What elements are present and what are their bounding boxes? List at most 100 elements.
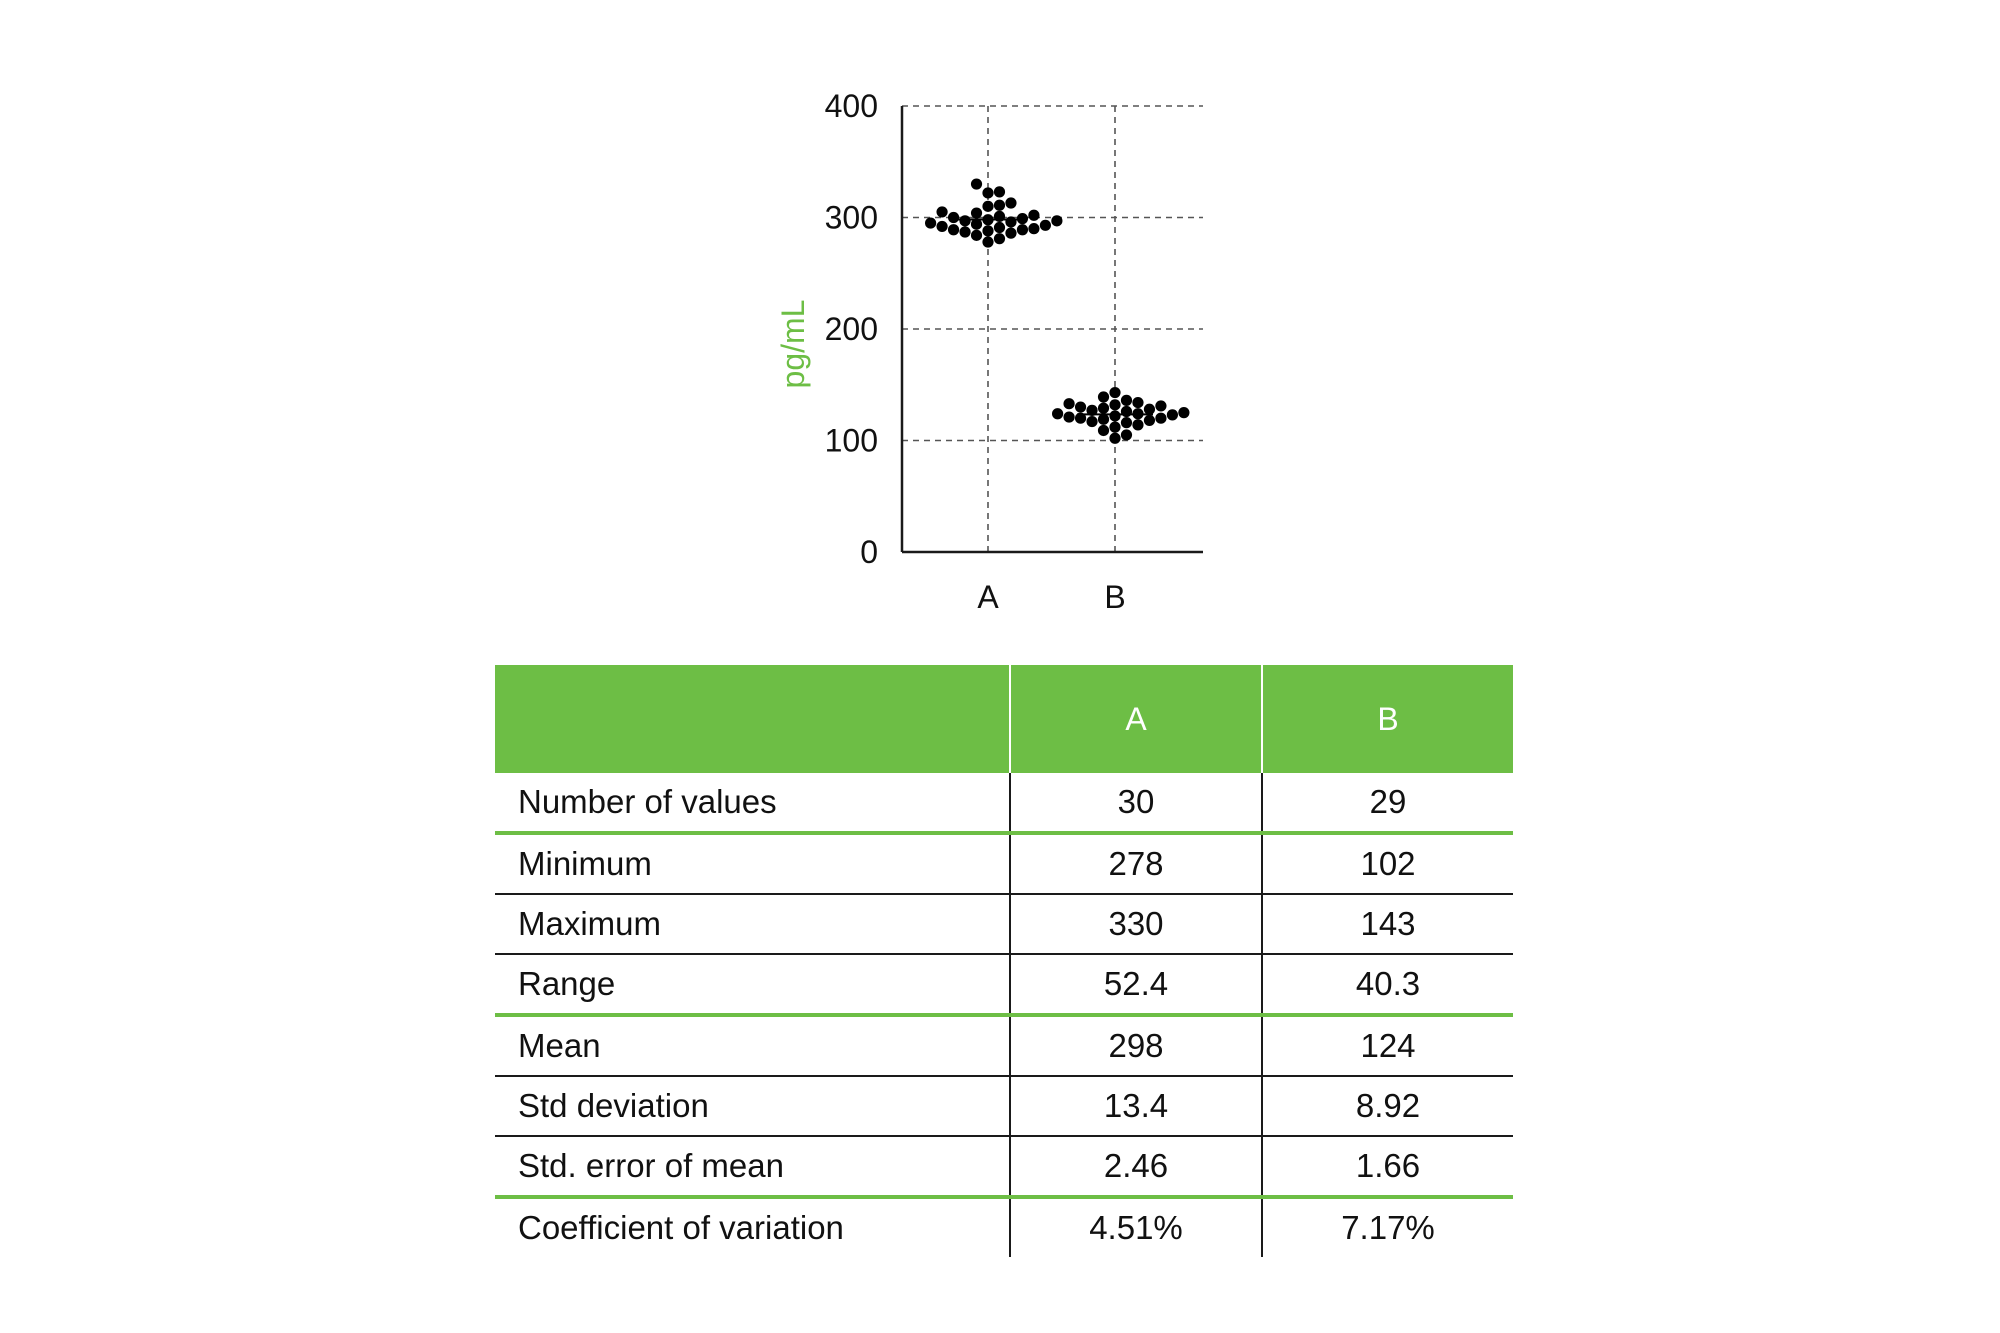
data-point-a	[1028, 209, 1040, 221]
header-cell-a: A	[1009, 665, 1262, 773]
value-a: 278	[1009, 833, 1262, 895]
data-point-a	[1016, 224, 1029, 236]
data-point-a	[1039, 219, 1051, 231]
y-tick-label: 200	[825, 311, 878, 347]
data-point-b	[1086, 404, 1098, 416]
data-point-b	[1109, 399, 1121, 411]
data-point-b	[1074, 412, 1087, 424]
y-tick-label: 300	[825, 200, 878, 236]
table-row: Std deviation 13.4 8.92	[495, 1076, 1513, 1137]
table-row: Coefficient of variation 4.51% 7.17%	[495, 1197, 1513, 1257]
header-cell-b: B	[1261, 665, 1513, 773]
table-header-row: A B	[495, 665, 1513, 773]
header-cell-blank	[495, 665, 1010, 773]
table-body: Number of values 30 29 Minimum 278 102 M…	[495, 773, 1513, 1257]
table-header: A B	[495, 665, 1513, 773]
data-points	[925, 178, 1190, 444]
data-point-b	[1120, 417, 1133, 429]
data-point-a	[1005, 227, 1017, 239]
row-label: Coefficient of variation	[518, 1209, 844, 1246]
table-row: Number of values 30 29	[495, 773, 1513, 835]
data-point-b	[1166, 409, 1178, 421]
data-point-b	[1155, 412, 1167, 424]
data-point-a	[1005, 197, 1017, 209]
table-row: Minimum 278 102	[495, 833, 1513, 895]
value-b: 124	[1261, 1015, 1513, 1077]
data-point-a	[993, 221, 1006, 234]
row-label: Minimum	[495, 833, 1010, 895]
data-point-b	[1132, 396, 1144, 409]
y-tick-label: 100	[825, 423, 878, 459]
value-a: 30	[1009, 773, 1262, 835]
data-point-a	[1028, 223, 1040, 235]
data-point-b	[1097, 424, 1110, 437]
data-point-b	[1086, 415, 1098, 428]
row-label: Std. error of mean	[495, 1136, 1010, 1199]
table-row: Maximum 330 143	[495, 894, 1513, 955]
data-point-b	[1132, 419, 1144, 431]
row-label: Std deviation	[495, 1076, 1010, 1137]
value-a: 52.4	[1009, 954, 1262, 1017]
data-point-a	[970, 218, 983, 230]
data-point-a	[970, 178, 983, 190]
value-b: 7.17%	[1261, 1197, 1513, 1257]
x-tick-label: A	[977, 579, 999, 615]
data-point-b	[1097, 413, 1110, 425]
axes	[900, 106, 1203, 554]
data-point-b	[1109, 410, 1121, 422]
table-row: Mean 298 124	[495, 1015, 1513, 1077]
data-point-a	[970, 207, 983, 219]
row-label: Mean	[495, 1015, 1010, 1077]
data-point-a	[925, 217, 937, 229]
data-point-b	[1120, 429, 1133, 441]
table-row: Range 52.4 40.3	[495, 954, 1513, 1017]
value-b: 40.3	[1261, 954, 1513, 1017]
row-label: Maximum	[495, 894, 1010, 955]
data-point-a	[982, 200, 994, 212]
y-axis-label: pg/mL	[775, 300, 811, 389]
data-point-b	[1109, 386, 1121, 399]
data-point-a	[947, 224, 960, 236]
data-point-a	[947, 211, 960, 224]
x-tick-label: B	[1104, 579, 1125, 615]
statistics-table: A B Number of values 30 29 Minimum 278 1…	[495, 665, 1513, 1257]
value-a: 4.51%	[1009, 1197, 1262, 1257]
data-point-a	[970, 229, 983, 241]
data-point-a	[993, 199, 1006, 211]
y-tick-label: 0	[860, 534, 878, 570]
data-point-b	[1120, 394, 1133, 406]
y-tick-label: 400	[825, 88, 878, 124]
data-point-a	[993, 233, 1006, 245]
value-a: 330	[1009, 894, 1262, 955]
data-point-b	[1155, 400, 1167, 412]
value-b: 1.66	[1261, 1136, 1513, 1199]
value-b: 143	[1261, 894, 1513, 955]
data-point-b	[1109, 421, 1121, 433]
data-point-b	[1109, 432, 1121, 444]
data-point-b	[1052, 408, 1064, 420]
data-point-a	[936, 220, 948, 233]
value-b: 29	[1261, 773, 1513, 835]
value-a: 2.46	[1009, 1136, 1262, 1199]
data-point-b	[1097, 391, 1110, 403]
data-point-b	[1143, 403, 1156, 415]
data-point-b	[1097, 402, 1110, 414]
data-point-a	[982, 236, 994, 248]
value-b: 8.92	[1261, 1076, 1513, 1137]
y-tick-labels: 0 100 200 300 400	[825, 88, 878, 570]
data-point-a	[993, 186, 1006, 198]
data-point-b	[1143, 414, 1156, 427]
data-point-a	[982, 225, 994, 237]
data-point-b	[1074, 401, 1087, 413]
table-row: Std. error of mean 2.46 1.66	[495, 1136, 1513, 1199]
row-label: Number of values	[495, 773, 1010, 835]
row-label: Range	[495, 954, 1010, 1017]
data-point-b	[1063, 398, 1075, 410]
value-a: 298	[1009, 1015, 1262, 1077]
mean-lines	[950, 218, 1153, 416]
data-point-a	[1005, 216, 1017, 228]
grid-lines	[902, 105, 1203, 552]
data-point-b	[1063, 411, 1075, 423]
data-point-a	[959, 226, 971, 238]
